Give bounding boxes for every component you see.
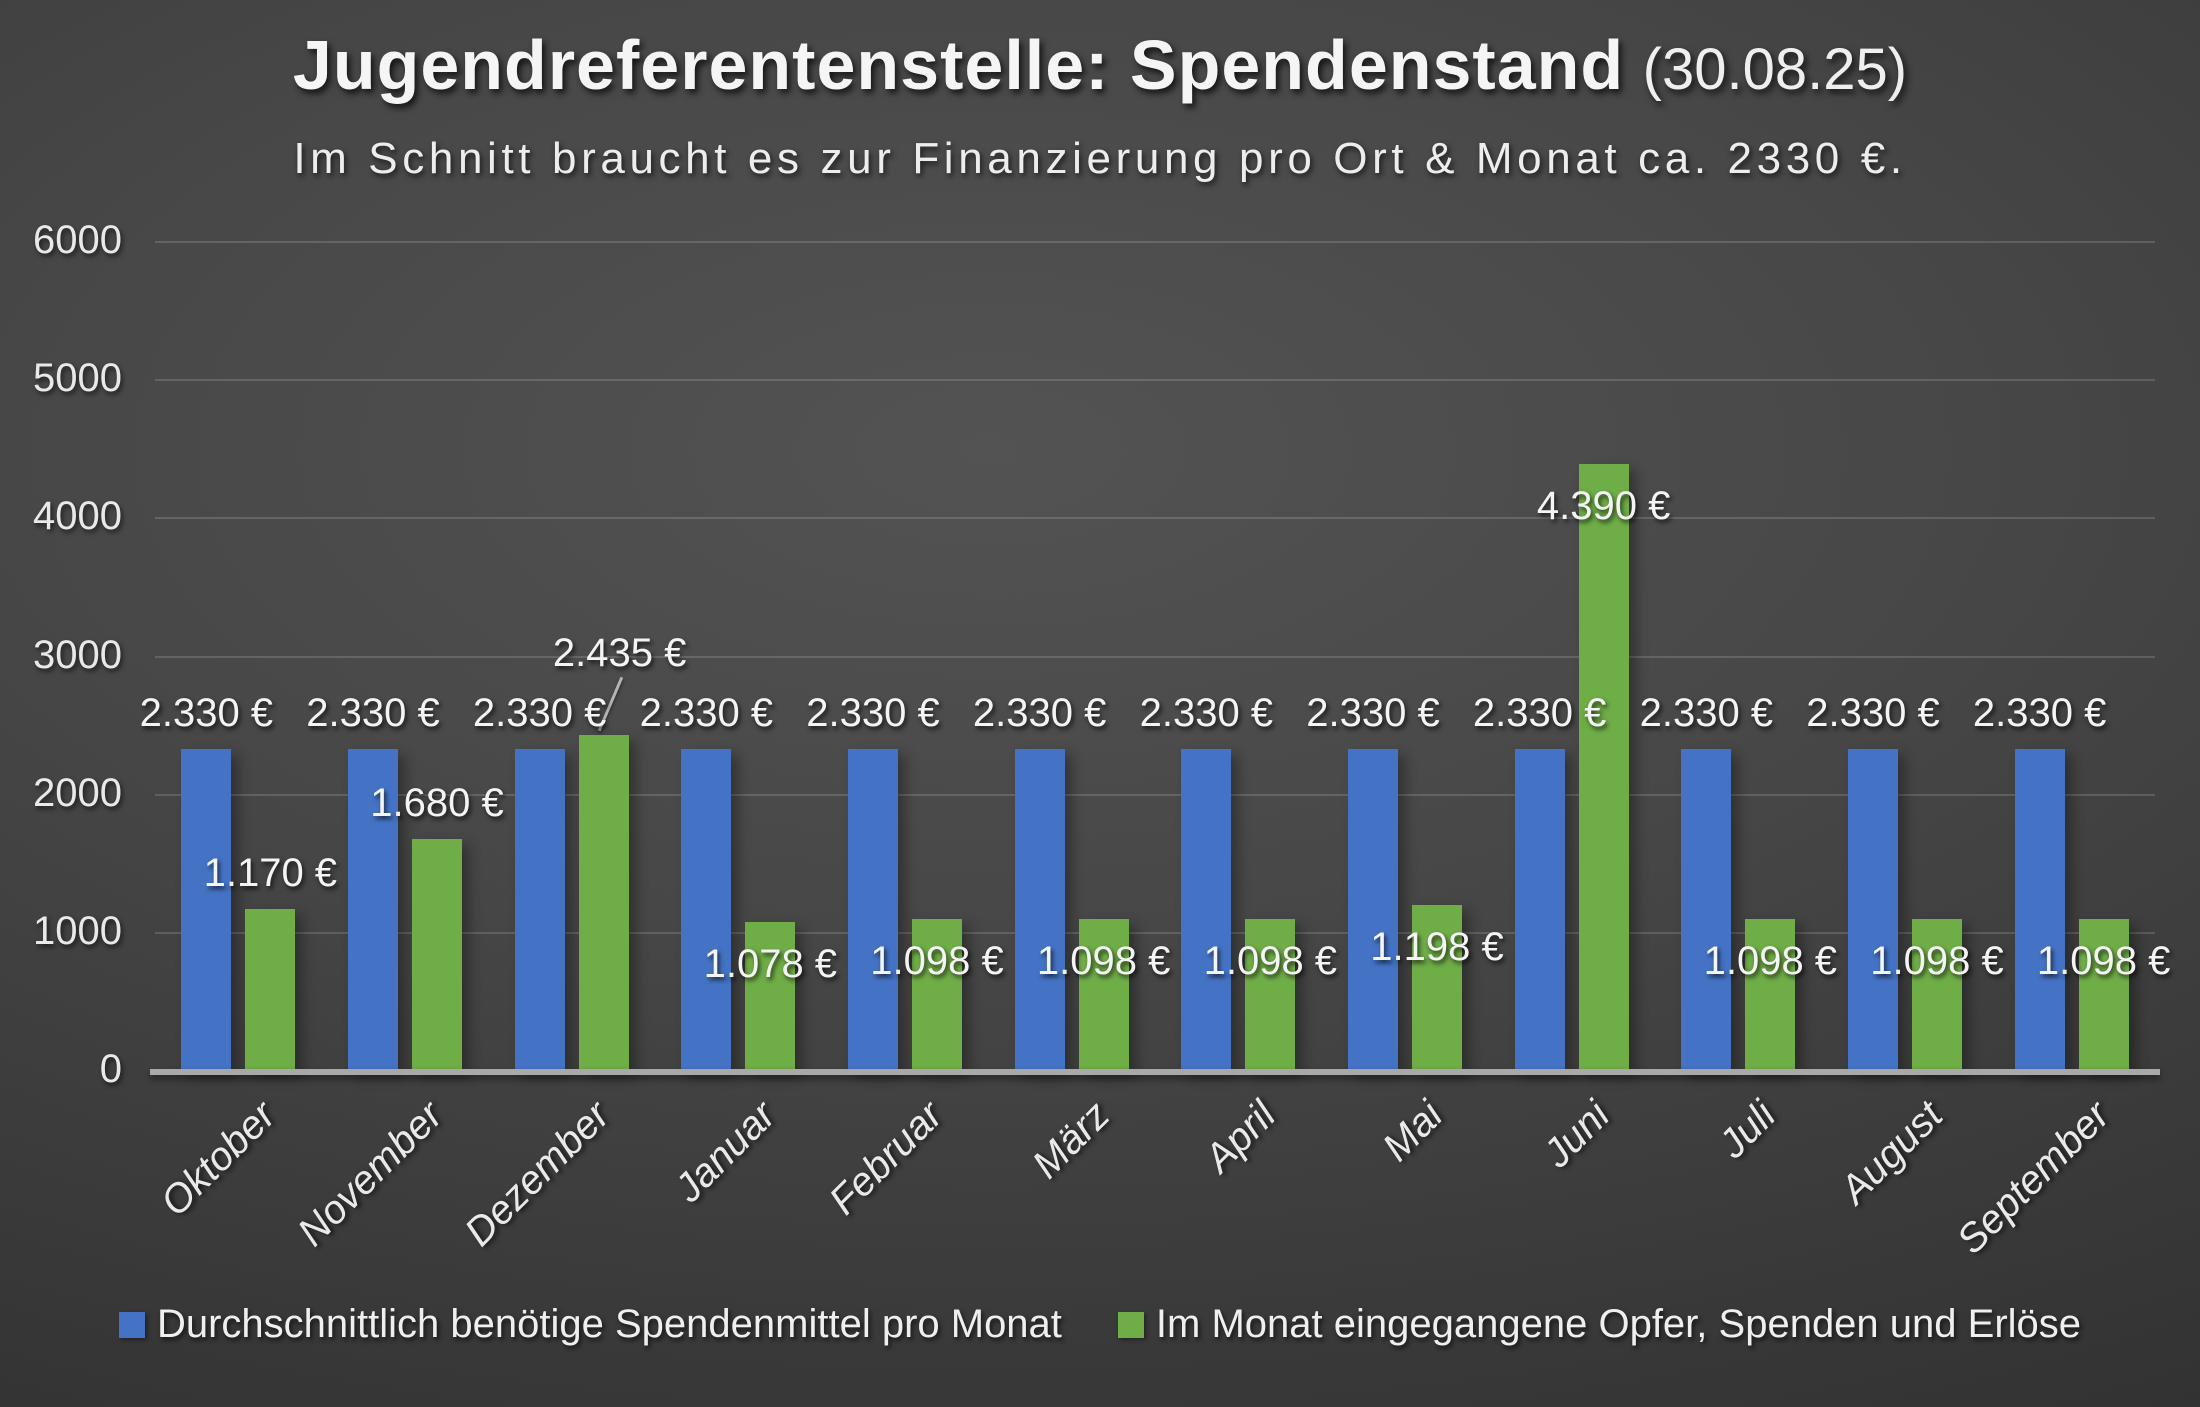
bar-value-label-juli-benoetigt: 2.330 € [1639, 691, 1774, 736]
legend-marker-blue [118, 1311, 145, 1338]
legend-label-eingegangene-spenden: Im Monat eingegangene Opfer, Spenden und… [1155, 1302, 2082, 1346]
chart-subtitle: Im Schnitt braucht es zur Finanzierung p… [293, 134, 1907, 183]
bar-value-label-april-eingegangen: 1.098 € [1203, 939, 1338, 984]
y-axis-tick-label-4000: 4000 [33, 494, 122, 539]
bar-value-label-august-eingegangen: 1.098 € [1870, 939, 2004, 984]
bar-juli-eingegangen [1745, 919, 1796, 1071]
y-axis-tick-label-3000: 3000 [33, 632, 122, 677]
legend-label-benoetigte-spendenmittel: Durchschnittlich benötige Spendenmittel … [156, 1302, 1062, 1346]
y-axis-tick-label-6000: 6000 [33, 218, 122, 262]
bar-value-label-mai-eingegangen: 1.198 € [1370, 925, 1504, 970]
bar-value-label-april-benoetigt: 2.330 € [1139, 691, 1274, 736]
bar-august-benoetigt [1848, 749, 1898, 1071]
bar-mai-benoetigt [1348, 749, 1398, 1071]
bar-november-eingegangen [412, 838, 462, 1071]
bar-dezember-eingegangen [578, 734, 629, 1071]
bar-value-label-september-benoetigt: 2.330 € [1972, 691, 2107, 736]
bar-value-label-juni-benoetigt: 2.330 € [1472, 691, 1607, 736]
bar-value-label-august-benoetigt: 2.330 € [1806, 691, 1940, 736]
chart-title-date: (30.08.25) [1642, 37, 1908, 102]
legend-item-benoetigte-spendenmittel: Durchschnittlich benötige Spendenmittel … [118, 1302, 1062, 1347]
bar-value-label-juli-eingegangen: 1.098 € [1703, 939, 1838, 984]
y-axis-tick-label-1000: 1000 [33, 908, 122, 953]
gridline-4000 [155, 517, 2155, 520]
bar-juli-benoetigt [1681, 749, 1732, 1071]
bar-value-label-februar-benoetigt: 2.330 € [806, 691, 940, 736]
bar-januar-eingegangen [745, 922, 796, 1071]
bar-oktober-eingegangen [245, 909, 296, 1071]
bar-value-label-januar-eingegangen: 1.078 € [703, 942, 838, 987]
bar-value-label-november-eingegangen: 1.680 € [370, 780, 504, 825]
bar-januar-benoetigt [681, 749, 732, 1071]
bar-value-label-september-eingegangen: 1.098 € [2036, 939, 2171, 984]
bar-value-label-februar-eingegangen: 1.098 € [870, 939, 1004, 984]
gridline-3000 [155, 655, 2155, 658]
bar-juni-eingegangen [1578, 464, 1629, 1071]
legend-marker-green [1117, 1311, 1144, 1338]
bar-value-label-juni-eingegangen: 4.390 € [1536, 484, 1671, 529]
gridline-2000 [155, 793, 2155, 796]
bar-maerz-eingegangen [1078, 919, 1129, 1071]
gridline-6000 [155, 241, 2155, 243]
legend: Durchschnittlich benötige Spendenmittel … [0, 1302, 2200, 1347]
chart-header: Jugendreferentenstelle: Spendenstand (30… [0, 22, 2200, 184]
bar-februar-benoetigt [848, 749, 898, 1071]
bar-november-benoetigt [348, 749, 398, 1071]
bar-value-label-januar-benoetigt: 2.330 € [639, 691, 774, 736]
bar-value-label-dezember-benoetigt: 2.330 € [472, 691, 607, 736]
x-axis-line [150, 1069, 2160, 1075]
bar-value-label-oktober-benoetigt: 2.330 € [139, 691, 274, 736]
bar-dezember-benoetigt [514, 749, 565, 1071]
bar-mai-eingegangen [1412, 905, 1462, 1071]
bar-value-label-dezember-eingegangen: 2.435 € [552, 630, 687, 675]
legend-item-eingegangene-spenden: Im Monat eingegangene Opfer, Spenden und… [1117, 1302, 2082, 1347]
bar-oktober-benoetigt [181, 749, 232, 1071]
bar-august-eingegangen [1912, 919, 1962, 1071]
bar-value-label-mai-benoetigt: 2.330 € [1306, 691, 1440, 736]
bar-september-eingegangen [2078, 919, 2129, 1071]
y-axis-tick-label-2000: 2000 [33, 770, 122, 815]
y-axis-tick-label-0: 0 [99, 1047, 122, 1091]
bar-september-benoetigt [2014, 749, 2065, 1071]
bar-april-eingegangen [1245, 919, 1296, 1071]
bar-februar-eingegangen [912, 919, 962, 1071]
bar-value-label-november-benoetigt: 2.330 € [306, 691, 440, 736]
bar-juni-benoetigt [1514, 749, 1565, 1071]
chart-title-line: Jugendreferentenstelle: Spendenstand (30… [0, 22, 2200, 128]
bar-maerz-benoetigt [1014, 749, 1065, 1071]
gridline-5000 [155, 379, 2155, 382]
chart-title: Jugendreferentenstelle: Spendenstand [292, 26, 1625, 104]
bar-value-label-maerz-eingegangen: 1.098 € [1036, 939, 1171, 984]
gridline-1000 [155, 931, 2155, 934]
bar-value-label-oktober-eingegangen: 1.170 € [203, 851, 338, 896]
bar-value-label-maerz-benoetigt: 2.330 € [972, 691, 1107, 736]
y-axis-tick-label-5000: 5000 [33, 356, 122, 401]
bar-april-benoetigt [1181, 749, 1232, 1071]
